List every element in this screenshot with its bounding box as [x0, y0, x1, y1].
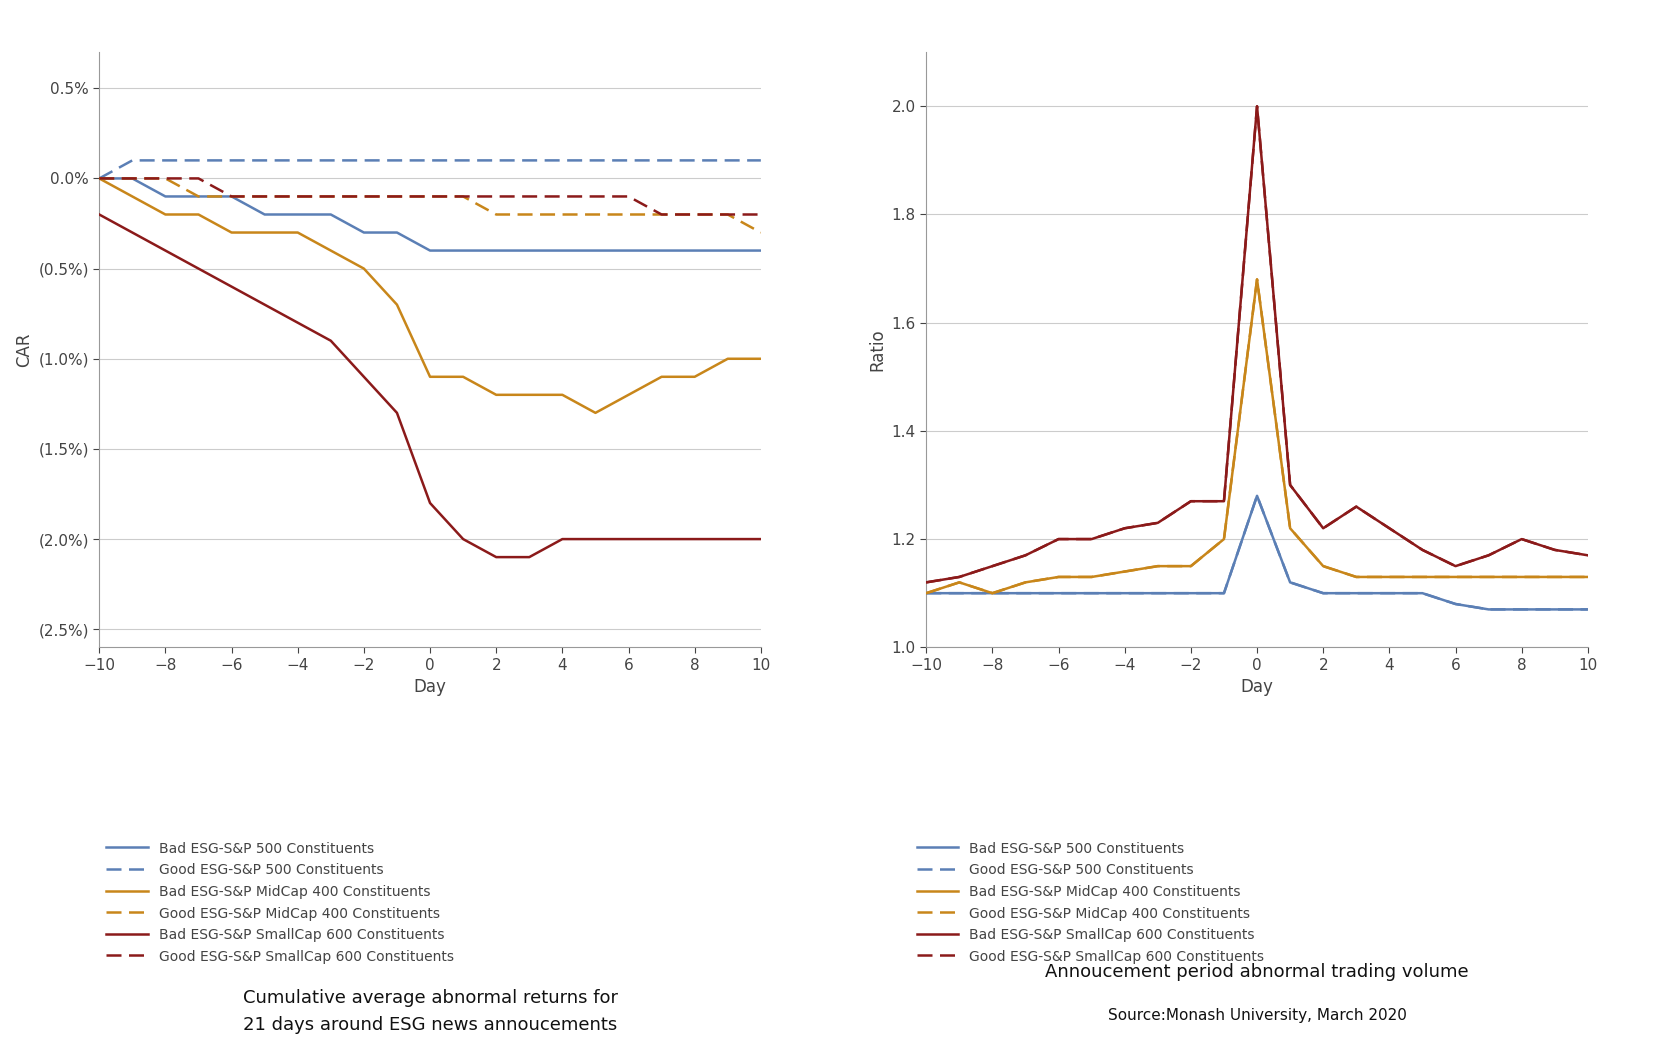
Legend: Bad ESG-S&P 500 Constituents, Good ESG-S&P 500 Constituents, Bad ESG-S&P MidCap : Bad ESG-S&P 500 Constituents, Good ESG-S…	[106, 841, 453, 964]
Y-axis label: Ratio: Ratio	[868, 329, 887, 371]
Text: Cumulative average abnormal returns for
21 days around ESG news annoucements: Cumulative average abnormal returns for …	[243, 989, 617, 1034]
X-axis label: Day: Day	[414, 679, 447, 696]
Text: Source:Monash University, March 2020: Source:Monash University, March 2020	[1108, 1009, 1406, 1023]
Legend: Bad ESG-S&P 500 Constituents, Good ESG-S&P 500 Constituents, Bad ESG-S&P MidCap : Bad ESG-S&P 500 Constituents, Good ESG-S…	[916, 841, 1264, 964]
Text: Annoucement period abnormal trading volume: Annoucement period abnormal trading volu…	[1045, 964, 1469, 981]
X-axis label: Day: Day	[1240, 679, 1274, 696]
Y-axis label: CAR: CAR	[15, 332, 33, 367]
